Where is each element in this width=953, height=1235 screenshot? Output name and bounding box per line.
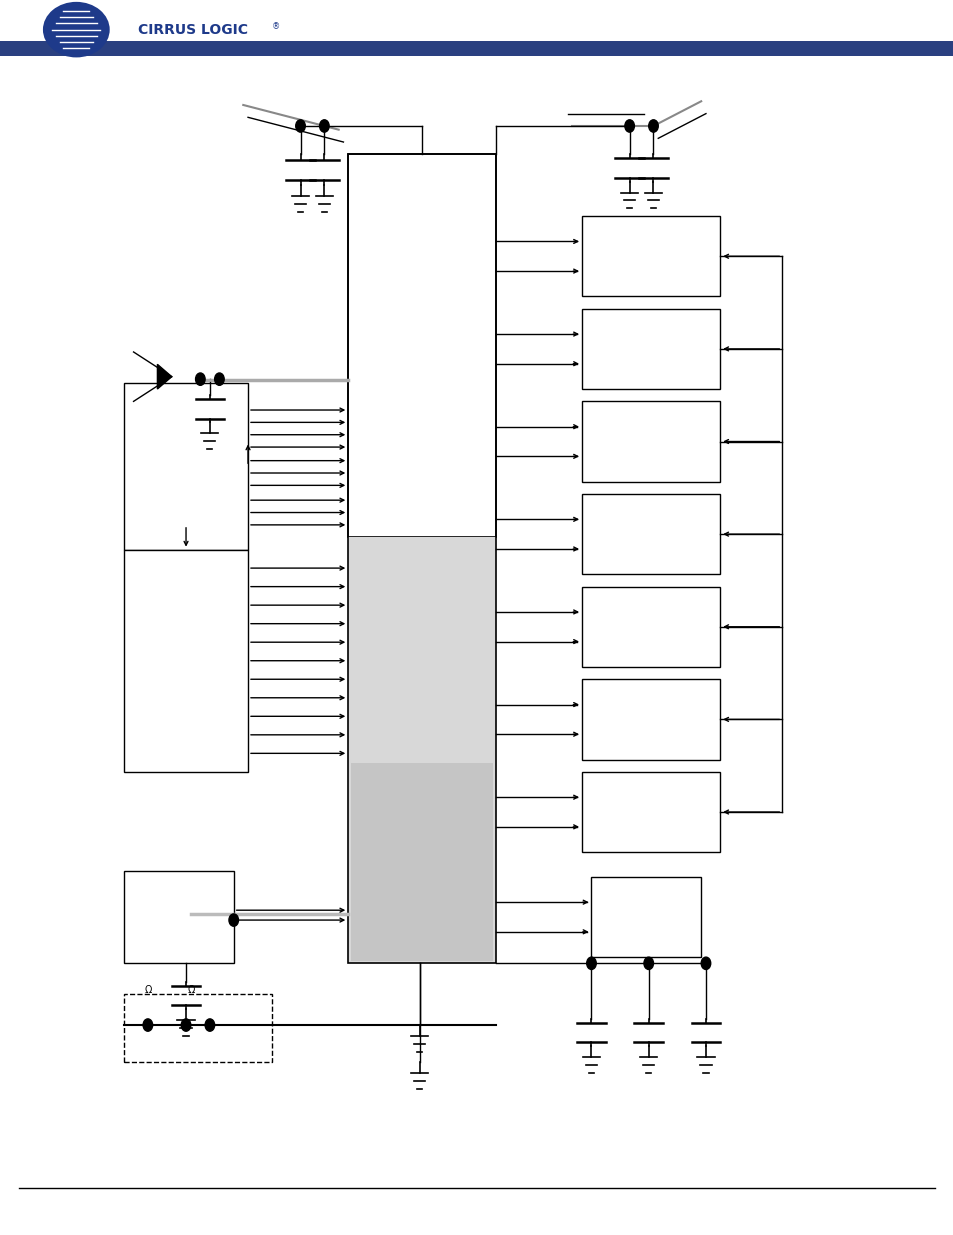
- Circle shape: [586, 957, 596, 969]
- Circle shape: [648, 120, 658, 132]
- Circle shape: [214, 373, 224, 385]
- Bar: [581, 309, 720, 389]
- Bar: [348, 537, 496, 963]
- Bar: [124, 383, 248, 550]
- Circle shape: [205, 1019, 214, 1031]
- Bar: [0, 41, 953, 56]
- Circle shape: [295, 120, 305, 132]
- Bar: [581, 679, 720, 760]
- Ellipse shape: [43, 2, 110, 58]
- Bar: [581, 772, 720, 852]
- Circle shape: [181, 1019, 191, 1031]
- Text: Ω: Ω: [144, 986, 152, 995]
- Circle shape: [643, 957, 653, 969]
- Bar: [348, 154, 496, 537]
- Circle shape: [195, 373, 205, 385]
- Bar: [124, 550, 248, 772]
- Bar: [124, 994, 272, 1062]
- Bar: [124, 871, 233, 963]
- Circle shape: [700, 957, 710, 969]
- Circle shape: [143, 1019, 152, 1031]
- Bar: [581, 494, 720, 574]
- Bar: [351, 763, 493, 961]
- Bar: [581, 401, 720, 482]
- Bar: [581, 587, 720, 667]
- Bar: [348, 154, 496, 963]
- Circle shape: [229, 914, 238, 926]
- Text: CIRRUS LOGIC: CIRRUS LOGIC: [138, 23, 248, 37]
- Polygon shape: [157, 364, 172, 389]
- Text: ®: ®: [272, 22, 280, 31]
- Bar: [591, 877, 700, 957]
- Text: Ω: Ω: [187, 986, 194, 995]
- Bar: [581, 216, 720, 296]
- Circle shape: [319, 120, 329, 132]
- Circle shape: [624, 120, 634, 132]
